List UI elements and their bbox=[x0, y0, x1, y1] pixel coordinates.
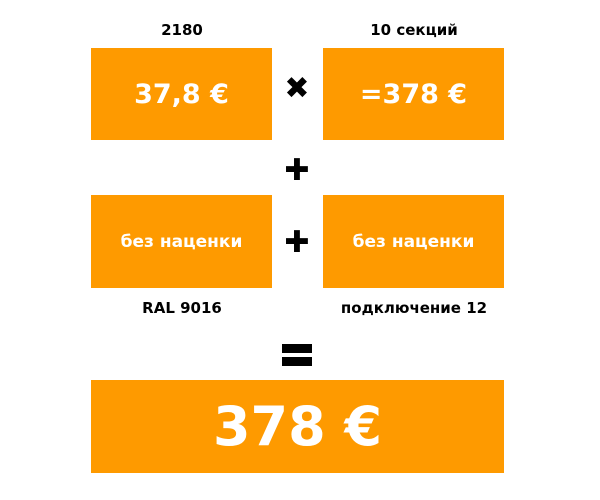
color-surcharge-box: без наценки bbox=[91, 195, 272, 288]
connection-surcharge-box: без наценки bbox=[323, 195, 504, 288]
subtotal-box: =378 € bbox=[323, 48, 504, 140]
price-box: 37,8 € bbox=[91, 48, 272, 140]
plus-icon: ✚ bbox=[284, 224, 310, 260]
multiply-icon: ✖ bbox=[284, 70, 310, 106]
color-label: RAL 9016 bbox=[142, 299, 222, 317]
connection-label: подключение 12 bbox=[340, 299, 488, 317]
total-box: 378 € bbox=[91, 380, 504, 473]
plus-icon: ✚ bbox=[284, 152, 310, 188]
length-label: 2180 bbox=[161, 21, 203, 39]
sections-label: 10 секций bbox=[370, 21, 458, 39]
equals-icon bbox=[282, 344, 312, 368]
